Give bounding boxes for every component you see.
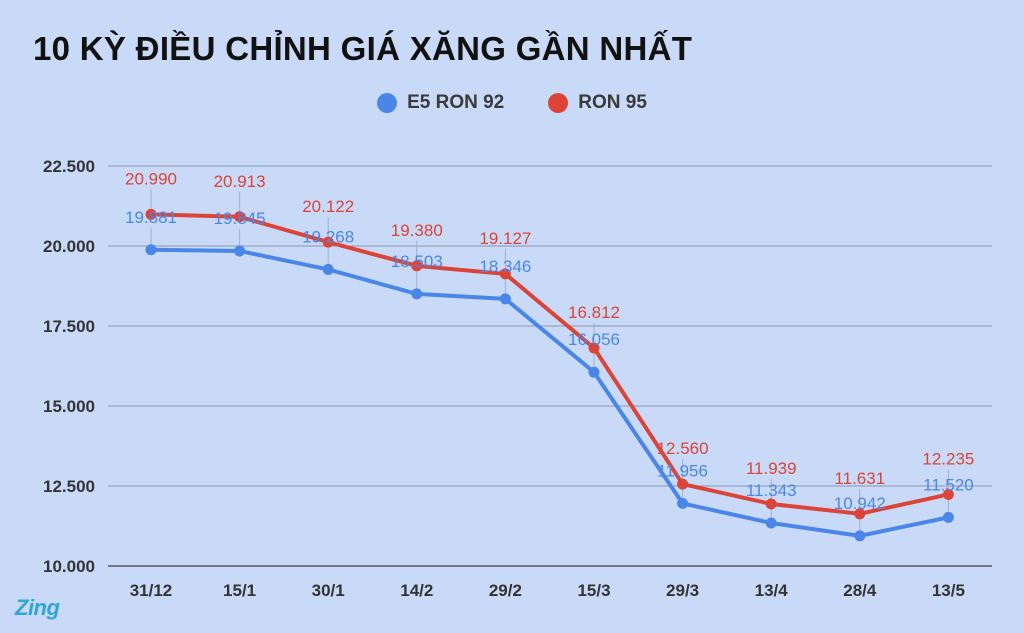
data-label: 20.990 bbox=[125, 169, 177, 188]
y-tick-label: 22.500 bbox=[43, 157, 95, 176]
data-label: 20.122 bbox=[302, 197, 354, 216]
legend-label-ron95: RON 95 bbox=[578, 92, 647, 113]
data-label: 10.942 bbox=[834, 494, 886, 513]
legend-item-e5-ron-92: E5 RON 92 bbox=[377, 92, 504, 114]
data-label: 11.939 bbox=[746, 459, 797, 478]
data-label: 18.503 bbox=[391, 252, 443, 271]
series-lines bbox=[149, 212, 951, 538]
data-label: 12.560 bbox=[657, 439, 709, 458]
zing-logo: Zing bbox=[15, 595, 60, 620]
data-point bbox=[234, 211, 246, 223]
data-label: 19.881 bbox=[125, 208, 177, 227]
data-point bbox=[854, 530, 866, 542]
data-labels: 20.990 20.913 20.122 19.380 19.127 16.812 12.5… bbox=[125, 169, 974, 513]
x-tick-label: 14/2 bbox=[400, 581, 433, 600]
x-tick-label: 28/4 bbox=[843, 581, 877, 600]
legend-item-ron-95: RON 95 bbox=[548, 92, 647, 114]
data-point bbox=[499, 268, 511, 280]
x-tick-label: 29/3 bbox=[666, 581, 699, 600]
data-label: 19.127 bbox=[479, 229, 531, 248]
chart-legend: E5 RON 92 RON 95 bbox=[0, 92, 1024, 114]
legend-swatch-e5 bbox=[377, 93, 398, 113]
data-point bbox=[322, 236, 334, 248]
data-point bbox=[677, 478, 689, 490]
label-leader-lines bbox=[150, 189, 949, 531]
data-point bbox=[411, 288, 423, 300]
series-line-e5-ron-92 bbox=[149, 247, 951, 538]
data-point bbox=[588, 366, 600, 378]
y-tick-label: 20.000 bbox=[43, 237, 95, 256]
y-tick-label: 10.000 bbox=[43, 557, 95, 576]
data-label: 18.346 bbox=[479, 257, 531, 276]
x-tick-label: 30/1 bbox=[312, 581, 345, 600]
data-label: 16.812 bbox=[568, 303, 620, 322]
data-point bbox=[588, 342, 600, 354]
legend-label-e5: E5 RON 92 bbox=[407, 92, 505, 113]
data-point bbox=[145, 244, 157, 256]
x-axis-ticks: 31/12 15/1 30/1 14/2 29/2 15/3 29/3 13/4 28/4 13/… bbox=[130, 581, 965, 600]
data-point bbox=[942, 511, 954, 523]
y-tick-label: 12.500 bbox=[43, 477, 95, 496]
x-tick-label: 13/4 bbox=[755, 581, 789, 600]
data-point bbox=[234, 245, 246, 257]
data-point bbox=[942, 488, 954, 500]
data-label: 12.235 bbox=[922, 449, 974, 468]
x-tick-label: 29/2 bbox=[489, 581, 522, 600]
data-label: 19.268 bbox=[302, 227, 354, 246]
data-point bbox=[854, 508, 866, 520]
data-label: 16.056 bbox=[568, 330, 620, 349]
series-points bbox=[145, 208, 954, 542]
chart-title: 10 KỲ ĐIỀU CHỈNH GIÁ XĂNG GẦN NHẤT bbox=[33, 30, 693, 67]
y-tick-label: 17.500 bbox=[43, 317, 95, 336]
data-label: 19.380 bbox=[391, 221, 443, 240]
data-point bbox=[765, 498, 777, 510]
x-tick-label: 13/5 bbox=[932, 581, 965, 600]
series-line-ron-95 bbox=[149, 212, 951, 516]
x-tick-label: 15/1 bbox=[223, 581, 256, 600]
data-point bbox=[677, 497, 689, 509]
x-tick-label: 31/12 bbox=[130, 581, 173, 600]
data-point bbox=[145, 208, 157, 220]
data-label: 19.845 bbox=[214, 209, 266, 228]
data-point bbox=[322, 263, 334, 275]
y-axis-ticks: 10.000 12.500 15.000 17.500 20.000 22.500 bbox=[43, 157, 95, 576]
data-point bbox=[765, 517, 777, 529]
data-label: 11.631 bbox=[834, 469, 885, 488]
y-tick-label: 15.000 bbox=[43, 397, 95, 416]
grid-lines bbox=[108, 165, 992, 567]
data-label: 11.520 bbox=[923, 475, 974, 494]
legend-swatch-ron95 bbox=[548, 93, 569, 113]
data-label: 11.343 bbox=[746, 481, 797, 500]
x-tick-label: 15/3 bbox=[577, 581, 610, 600]
data-point bbox=[411, 260, 423, 272]
data-point bbox=[499, 293, 511, 305]
data-label: 20.913 bbox=[214, 172, 266, 191]
data-label: 11.956 bbox=[657, 461, 708, 480]
